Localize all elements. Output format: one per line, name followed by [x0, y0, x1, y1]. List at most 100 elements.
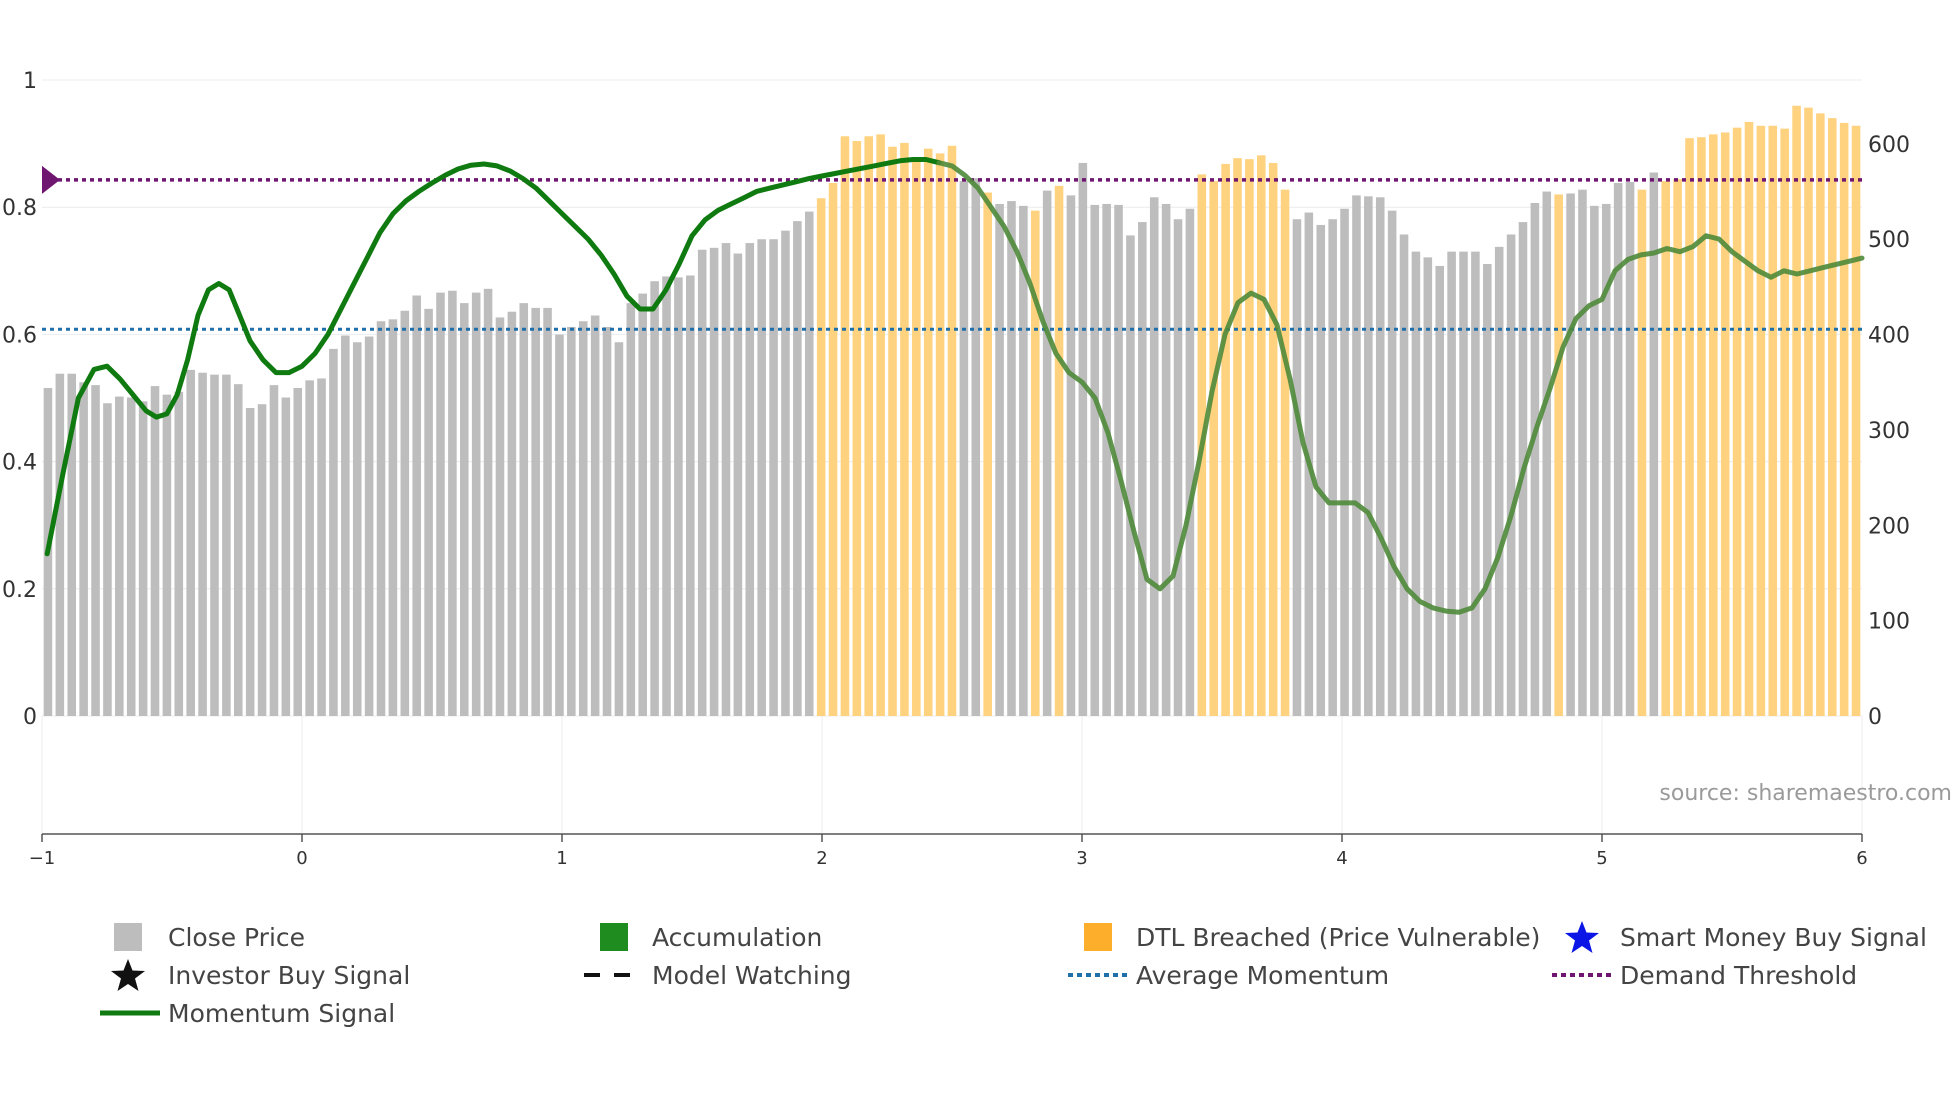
dtl-breached-bar: [1637, 189, 1647, 717]
close-price-bar: [1447, 251, 1456, 716]
legend-label: Momentum Signal: [168, 998, 396, 1028]
dtl-breached-bar: [1030, 210, 1040, 716]
close-price-bar: [1483, 264, 1492, 716]
close-price-bar: [257, 404, 267, 716]
close-price-bar: [281, 397, 291, 716]
close-price-bar: [959, 181, 969, 716]
dtl-breached-bar: [1221, 163, 1230, 717]
close-price-bar: [709, 247, 719, 717]
close-price-bar: [1019, 205, 1028, 717]
close-price-bar: [1185, 208, 1195, 716]
legend-item-close-price[interactable]: Close Price: [100, 920, 305, 954]
legend-item-investor-buy-signal[interactable]: Investor Buy Signal: [100, 958, 410, 992]
y-right-tick-label: 300: [1868, 419, 1910, 444]
close-price-bar: [1590, 205, 1599, 717]
close-price-bar: [1078, 162, 1088, 716]
dtl-breached-bar: [900, 142, 909, 716]
x-tick-label: 4: [1336, 848, 1347, 869]
close-price-bar: [1090, 204, 1100, 716]
close-price-bar: [531, 307, 540, 716]
legend-item-dtl-breached[interactable]: DTL Breached (Price Vulnerable): [1068, 920, 1540, 954]
dtl-breached-bar: [864, 136, 874, 716]
dtl-breached-bar: [828, 182, 838, 716]
dtl-breached-bar: [1827, 118, 1837, 716]
close-price-bar: [115, 396, 124, 716]
close-price-bar: [1173, 219, 1183, 716]
close-price-bar: [376, 321, 386, 716]
close-price-bar: [804, 211, 814, 716]
dtl-breached-bar: [1268, 162, 1278, 716]
close-price-bar: [614, 342, 624, 716]
close-price-bar: [91, 385, 100, 716]
close-price-bar: [412, 295, 421, 716]
close-price-bar: [138, 401, 148, 716]
dtl-breached-bar: [1709, 134, 1718, 716]
dtl-breached-bar: [1661, 181, 1671, 716]
legend-item-momentum-signal[interactable]: Momentum Signal: [100, 996, 395, 1030]
dtl-breached-bar: [852, 141, 862, 716]
momentum-strong-segment: [44, 157, 942, 557]
close-price-bar: [1149, 197, 1159, 717]
close-price-bar: [174, 391, 184, 716]
close-price-bar: [352, 342, 362, 716]
dtl-breached-bar: [888, 146, 897, 716]
close-price-bar: [233, 384, 243, 716]
close-price-bar: [317, 378, 326, 716]
close-price-bar: [1328, 219, 1337, 716]
close-price-bar: [1423, 257, 1433, 716]
close-price-bar: [1613, 182, 1623, 716]
dtl-breached-bar: [1851, 125, 1861, 717]
close-price-bar: [567, 326, 576, 716]
legend-label: Model Watching: [652, 960, 852, 990]
legend-item-smart-money-buy-signal[interactable]: Smart Money Buy Signal: [1552, 920, 1927, 954]
legend-item-accumulation[interactable]: Accumulation: [584, 920, 822, 954]
dtl-breached-bar: [1054, 185, 1064, 717]
line-green-icon: [100, 1010, 160, 1016]
close-price-bar: [245, 408, 255, 716]
legend-item-model-watching[interactable]: Model Watching: [584, 958, 852, 992]
close-price-bar: [1102, 203, 1111, 717]
x-tick-label: 2: [816, 848, 827, 869]
legend: Close Price Accumulation DTL Breached (P…: [0, 920, 1960, 1050]
legend-item-demand-threshold[interactable]: Demand Threshold: [1552, 958, 1857, 992]
x-tick-label: 0: [296, 848, 307, 869]
close-price-bar: [1161, 203, 1171, 717]
close-price-bar: [1459, 251, 1468, 716]
close-price-bar: [578, 321, 588, 716]
axis-ticks: −1 0 1 2 3 4 5 6 0 0.2 0.4 0.6 0.8 1 0 100 200 300 400 500 6…: [2, 69, 1910, 869]
legend-label: Close Price: [168, 922, 306, 952]
dtl-breached-bar: [1744, 121, 1754, 717]
close-price-bar: [543, 307, 552, 716]
reference-lines: [42, 165, 1862, 331]
close-price-bar: [555, 334, 564, 716]
close-price-bar: [67, 373, 77, 716]
close-price-bar: [293, 387, 303, 716]
close-price-bar: [638, 293, 648, 716]
close-price-bar: [1649, 172, 1659, 716]
close-price-bar: [1066, 195, 1076, 716]
close-price-bar: [1340, 208, 1349, 716]
legend-label: Accumulation: [652, 922, 823, 952]
close-price-bar: [460, 303, 469, 716]
dtl-breached-bar: [1732, 127, 1742, 717]
close-price-bar: [686, 275, 695, 716]
square-orange-icon: [1084, 923, 1112, 951]
dtl-breached-bar: [1804, 107, 1813, 717]
dtl-breached-bar: [912, 158, 921, 716]
legend-label: Average Momentum: [1136, 960, 1390, 990]
close-price-bar: [1042, 190, 1052, 716]
close-price-bar: [757, 239, 766, 716]
close-price-bar: [1316, 224, 1326, 716]
close-price-bar: [1506, 234, 1516, 716]
legend-label: Demand Threshold: [1620, 960, 1858, 990]
close-price-bar: [602, 326, 612, 716]
y-left-tick-label: 0.8: [2, 196, 37, 221]
close-price-bar: [769, 239, 778, 716]
dtl-breached-bar: [1768, 125, 1778, 717]
close-price-bar: [1435, 265, 1444, 716]
y-left-tick-label: 1: [23, 69, 37, 94]
y-right-tick-label: 400: [1868, 324, 1910, 349]
legend-label: Investor Buy Signal: [168, 960, 411, 990]
legend-item-average-momentum[interactable]: Average Momentum: [1068, 958, 1389, 992]
dtl-breached-bar: [1780, 128, 1789, 716]
